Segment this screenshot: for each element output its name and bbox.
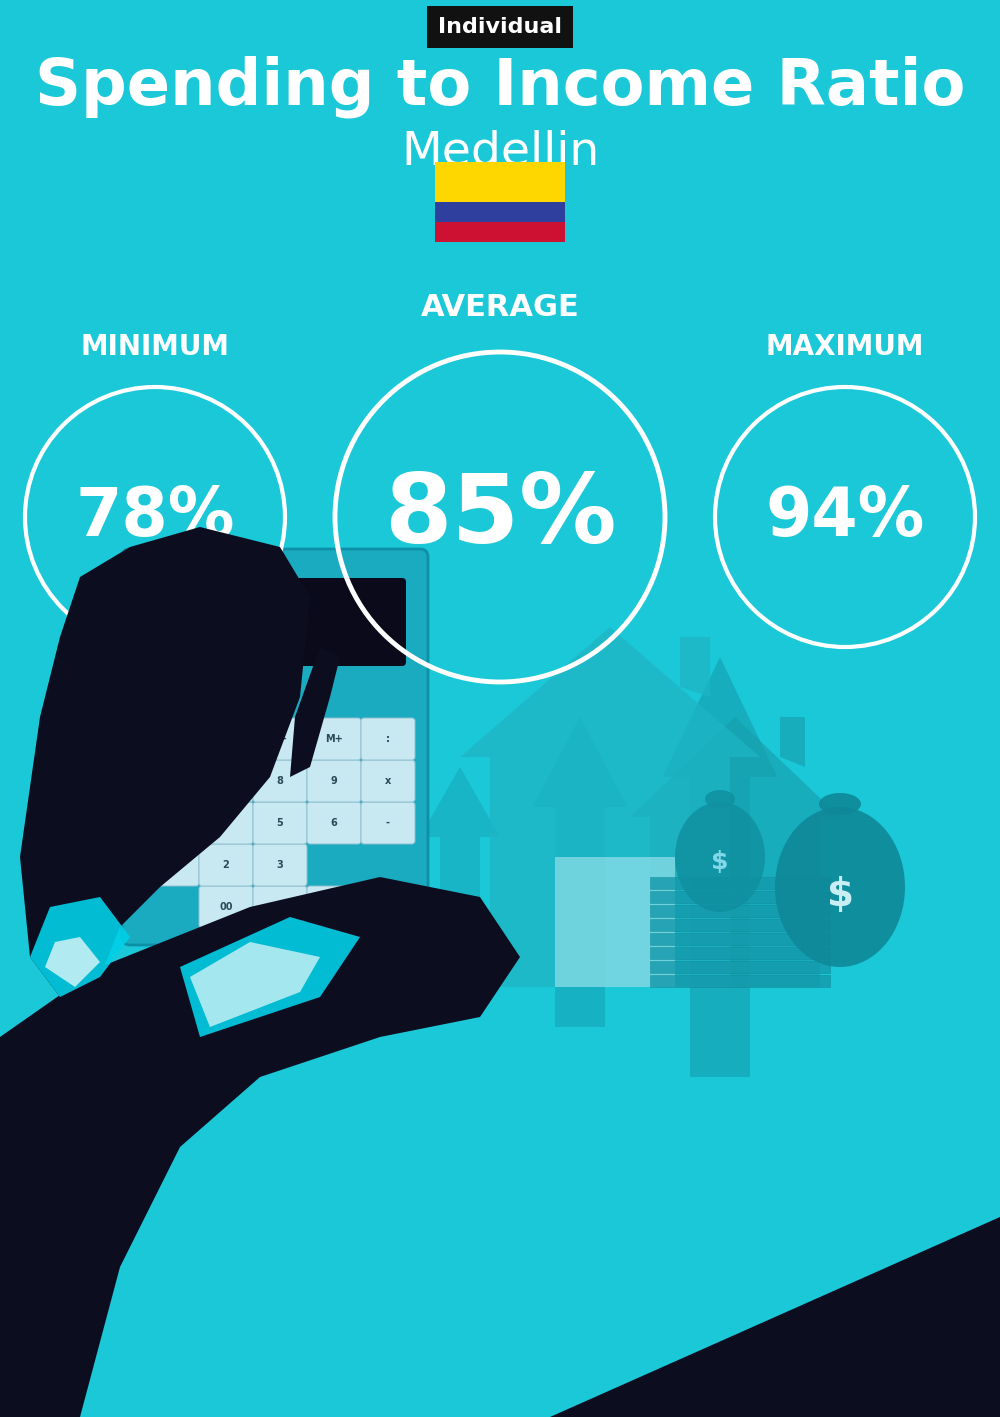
Bar: [650, 932, 830, 945]
Text: 5: 5: [277, 818, 283, 828]
Polygon shape: [20, 527, 310, 998]
Text: %: %: [167, 691, 177, 701]
FancyBboxPatch shape: [199, 718, 253, 760]
Text: -: -: [386, 818, 390, 828]
Polygon shape: [662, 657, 778, 1077]
Polygon shape: [290, 648, 340, 777]
Text: x: x: [385, 777, 391, 786]
Polygon shape: [420, 767, 500, 1007]
FancyBboxPatch shape: [253, 886, 307, 928]
Polygon shape: [200, 1217, 1000, 1417]
Bar: [650, 920, 830, 931]
Text: MAXIMUM: MAXIMUM: [766, 333, 924, 361]
FancyBboxPatch shape: [307, 760, 361, 802]
Text: 9: 9: [331, 777, 337, 786]
Polygon shape: [180, 917, 360, 1037]
Text: Individual: Individual: [438, 17, 562, 37]
Polygon shape: [190, 577, 255, 717]
FancyBboxPatch shape: [307, 886, 361, 928]
FancyBboxPatch shape: [199, 760, 253, 802]
Text: 85%: 85%: [384, 470, 616, 564]
Text: M+: M+: [325, 734, 343, 744]
Text: Medellin: Medellin: [401, 129, 599, 174]
Text: MR: MR: [217, 734, 235, 744]
Bar: [555, 857, 615, 988]
FancyBboxPatch shape: [145, 718, 199, 760]
Ellipse shape: [775, 808, 905, 966]
Bar: [435, 222, 565, 242]
FancyBboxPatch shape: [199, 802, 253, 845]
Bar: [435, 162, 565, 203]
Polygon shape: [190, 942, 320, 1027]
FancyBboxPatch shape: [253, 845, 307, 886]
Bar: [650, 961, 830, 973]
Bar: [650, 891, 830, 903]
Text: MC: MC: [164, 734, 180, 744]
Text: .: .: [278, 903, 282, 913]
Text: $: $: [826, 876, 854, 914]
Text: :: :: [386, 734, 390, 744]
Text: C/A: C/A: [163, 860, 181, 870]
Bar: [650, 905, 830, 917]
Bar: [650, 947, 830, 959]
Text: M-: M-: [273, 734, 287, 744]
FancyBboxPatch shape: [253, 802, 307, 845]
Text: 3: 3: [277, 860, 283, 870]
FancyBboxPatch shape: [145, 802, 199, 845]
Text: 2: 2: [223, 860, 229, 870]
Text: AVERAGE: AVERAGE: [421, 292, 579, 322]
Polygon shape: [490, 757, 730, 988]
Bar: [435, 203, 565, 222]
Ellipse shape: [705, 791, 735, 808]
Polygon shape: [780, 717, 805, 767]
Bar: [650, 975, 830, 988]
Ellipse shape: [819, 794, 861, 815]
FancyBboxPatch shape: [145, 676, 199, 718]
FancyBboxPatch shape: [253, 760, 307, 802]
FancyBboxPatch shape: [199, 886, 253, 928]
FancyBboxPatch shape: [144, 578, 406, 666]
Text: 78%: 78%: [75, 485, 235, 550]
FancyBboxPatch shape: [199, 845, 253, 886]
Text: 4: 4: [223, 818, 229, 828]
Text: 0: 0: [331, 903, 337, 913]
FancyBboxPatch shape: [145, 760, 199, 802]
Polygon shape: [460, 626, 760, 757]
FancyBboxPatch shape: [199, 676, 253, 718]
Text: MU: MU: [217, 691, 235, 701]
FancyBboxPatch shape: [361, 760, 415, 802]
FancyBboxPatch shape: [361, 802, 415, 845]
Text: ▶: ▶: [168, 818, 176, 828]
Text: +/-: +/-: [164, 777, 180, 786]
Polygon shape: [650, 818, 820, 988]
FancyBboxPatch shape: [307, 802, 361, 845]
Polygon shape: [30, 897, 130, 998]
Text: MINIMUM: MINIMUM: [80, 333, 230, 361]
Text: $: $: [711, 850, 729, 874]
Text: 7: 7: [223, 777, 229, 786]
Ellipse shape: [675, 802, 765, 913]
Text: 8: 8: [277, 777, 283, 786]
FancyBboxPatch shape: [145, 845, 199, 886]
Text: Spending to Income Ratio: Spending to Income Ratio: [35, 55, 965, 118]
FancyBboxPatch shape: [307, 718, 361, 760]
Bar: [615, 857, 675, 988]
FancyBboxPatch shape: [253, 718, 307, 760]
Polygon shape: [0, 877, 520, 1417]
FancyBboxPatch shape: [361, 718, 415, 760]
Text: 6: 6: [331, 818, 337, 828]
FancyBboxPatch shape: [122, 548, 428, 945]
Polygon shape: [532, 717, 628, 1027]
Polygon shape: [630, 717, 840, 818]
Polygon shape: [680, 638, 710, 697]
Text: 00: 00: [219, 903, 233, 913]
Text: 94%: 94%: [765, 485, 925, 550]
Polygon shape: [45, 937, 100, 988]
Bar: [650, 877, 830, 888]
